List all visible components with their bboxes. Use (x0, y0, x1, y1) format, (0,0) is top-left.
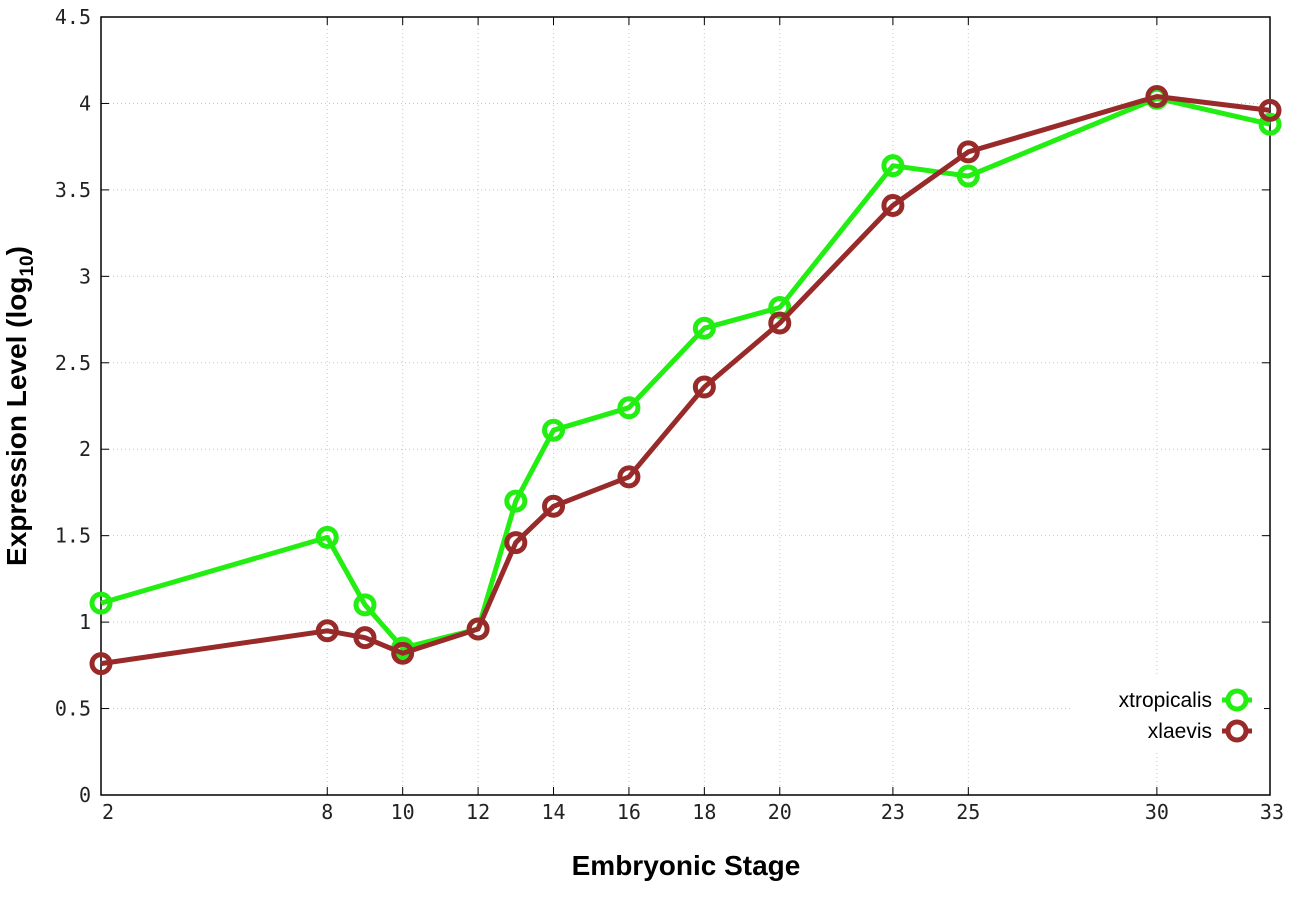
data-point-xtropicalis (692, 316, 716, 340)
y-tick-label: 1 (79, 610, 91, 634)
y-tick-label: 4.5 (55, 5, 91, 29)
x-tick-label: 33 (1260, 800, 1284, 824)
data-point-xlaevis (692, 375, 716, 399)
legend-marker-xlaevis (1225, 719, 1249, 743)
data-point-xlaevis (391, 641, 415, 665)
y-tick-label: 0.5 (55, 697, 91, 721)
x-tick-label: 14 (541, 800, 565, 824)
y-tick-label: 2 (79, 437, 91, 461)
data-point-xtropicalis (315, 525, 339, 549)
x-tick-label: 20 (768, 800, 792, 824)
y-tick-label: 4 (79, 91, 91, 115)
x-axis-title: Embryonic Stage (572, 850, 801, 881)
y-axis-title-close: ) (1, 246, 32, 255)
y-tick-label: 3.5 (55, 178, 91, 202)
data-point-xtropicalis (504, 489, 528, 513)
legend-label-xlaevis: xlaevis (1148, 720, 1212, 743)
series (89, 85, 1282, 676)
data-point-xtropicalis (542, 418, 566, 442)
x-tick-label: 23 (881, 800, 905, 824)
data-point-xlaevis (89, 652, 113, 676)
y-tick-label: 1.5 (55, 524, 91, 548)
y-axis-title-subscript: 10 (17, 255, 38, 276)
legend: xtropicalis xlaevis (1070, 676, 1264, 750)
data-point-xlaevis (542, 494, 566, 518)
x-tick-label: 2 (102, 800, 114, 824)
x-tick-label: 30 (1145, 800, 1169, 824)
y-tick-label: 3 (79, 264, 91, 288)
data-point-xlaevis (466, 617, 490, 641)
data-point-xlaevis (504, 531, 528, 555)
y-axis-title-main: Expression Level (log (1, 277, 32, 566)
y-tick-label: 2.5 (55, 351, 91, 375)
x-tick-label: 8 (321, 800, 333, 824)
data-point-xlaevis (1258, 98, 1282, 122)
data-point-xtropicalis (881, 154, 905, 178)
data-point-xlaevis (956, 140, 980, 164)
series-line-xtropicalis (100, 95, 1271, 651)
data-point-xlaevis (617, 465, 641, 489)
x-tick-label: 12 (466, 800, 490, 824)
series-xtropicalis (89, 86, 1282, 660)
data-point-xlaevis (315, 619, 339, 643)
y-tick-label: 0 (79, 783, 91, 807)
y-axis-title: Expression Level (log10) (1, 246, 38, 566)
data-point-xtropicalis (353, 593, 377, 617)
data-point-xlaevis (881, 193, 905, 217)
x-tick-label: 10 (391, 800, 415, 824)
x-tick-label: 25 (956, 800, 980, 824)
legend-label-xtropicalis: xtropicalis (1119, 689, 1212, 712)
data-point-xtropicalis (1258, 112, 1282, 136)
data-point-xlaevis (1145, 85, 1169, 109)
data-point-xlaevis (768, 311, 792, 335)
data-point-xtropicalis (89, 591, 113, 615)
series-xlaevis (89, 85, 1282, 676)
data-point-xtropicalis (956, 164, 980, 188)
series-line-xlaevis (100, 94, 1271, 667)
axis-ticks: 0 0.5 1 1.5 2 2.5 3 3.5 4 4.5 2 8 10 12 14 16 18 20 23 25 30… (55, 5, 1284, 824)
legend-marker-xtropicalis (1225, 688, 1249, 712)
x-tick-label: 18 (692, 800, 716, 824)
data-point-xtropicalis (617, 396, 641, 420)
x-tick-label: 16 (617, 800, 641, 824)
data-point-xlaevis (353, 626, 377, 650)
plot-frame (100, 16, 1271, 796)
